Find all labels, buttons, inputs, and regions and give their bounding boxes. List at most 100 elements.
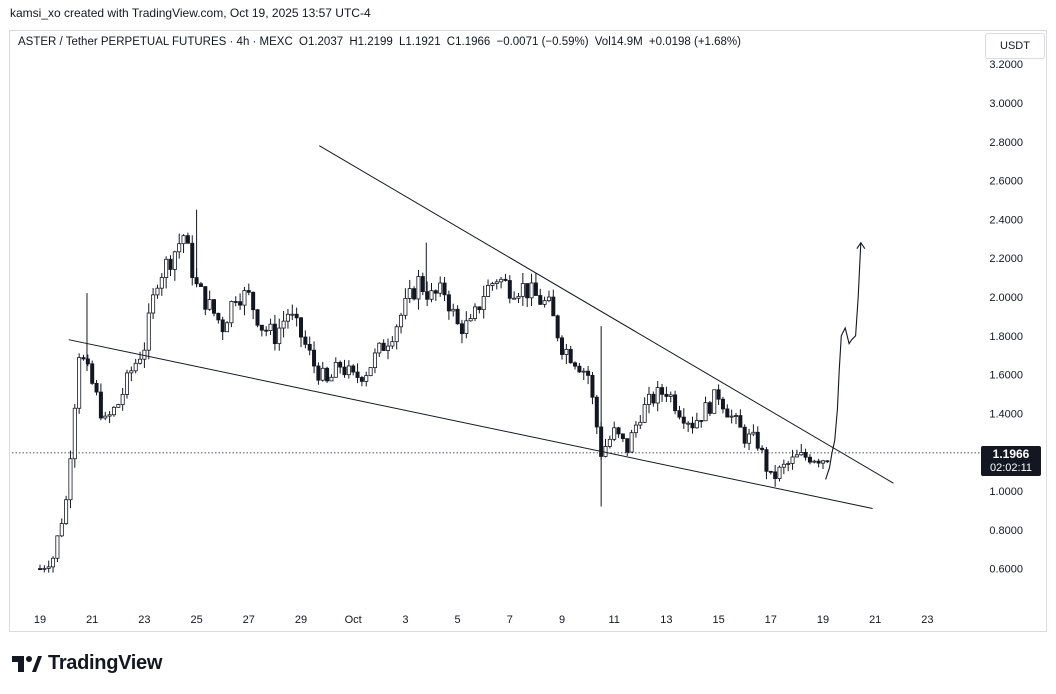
candle-up bbox=[486, 285, 491, 297]
candle-up bbox=[407, 288, 412, 299]
candle-down bbox=[594, 396, 599, 428]
x-tick-label: 23 bbox=[921, 614, 933, 626]
candle-up bbox=[438, 282, 443, 294]
projection-path bbox=[825, 242, 862, 480]
candle-down bbox=[525, 283, 530, 299]
y-tick-label: 0.8000 bbox=[989, 525, 1023, 537]
candle-up bbox=[494, 281, 499, 284]
candle-up bbox=[346, 365, 351, 376]
tradingview-logo[interactable]: TradingView bbox=[12, 652, 162, 675]
candle-down bbox=[660, 387, 665, 395]
candle-up bbox=[607, 438, 612, 447]
candle-down bbox=[673, 394, 678, 412]
candle-down bbox=[338, 361, 343, 368]
candle-up bbox=[364, 375, 369, 382]
x-tick-label: 17 bbox=[765, 614, 777, 626]
x-tick-label: 19 bbox=[817, 614, 829, 626]
candle-up bbox=[686, 422, 691, 425]
candle-down bbox=[359, 377, 364, 382]
candle-down bbox=[303, 336, 308, 345]
candle-down bbox=[255, 309, 260, 326]
candle-down bbox=[825, 460, 830, 463]
candle-down bbox=[577, 365, 582, 373]
candle-up bbox=[403, 297, 408, 316]
candle-down bbox=[773, 471, 778, 479]
symbol-title[interactable]: ASTER / Tether PERPETUAL FUTURES · 4h · … bbox=[18, 36, 293, 48]
candle-up bbox=[68, 458, 73, 501]
volume-change: +0.0198 (+1.68%) bbox=[648, 36, 741, 48]
candle-up bbox=[285, 313, 290, 322]
candle-up bbox=[481, 296, 486, 311]
candle-up bbox=[694, 420, 699, 429]
x-tick-label: 11 bbox=[608, 614, 619, 626]
candle-up bbox=[72, 407, 77, 460]
candle-down bbox=[720, 398, 725, 410]
candle-down bbox=[211, 299, 216, 314]
candle-up bbox=[416, 276, 421, 300]
candle-up bbox=[812, 460, 817, 463]
tradingview-logo-text: TradingView bbox=[48, 652, 163, 674]
x-tick-label: 5 bbox=[455, 614, 461, 626]
tradingview-logo-icon bbox=[12, 655, 42, 672]
candle-up bbox=[55, 535, 60, 559]
candle-down bbox=[459, 323, 464, 334]
candle-down bbox=[768, 470, 773, 473]
candle-down bbox=[738, 415, 743, 428]
candle-up bbox=[116, 404, 121, 408]
candle-down bbox=[185, 235, 190, 244]
trendline-lower bbox=[68, 339, 873, 509]
x-tick-label: 3 bbox=[402, 614, 408, 626]
candle-down bbox=[98, 391, 103, 419]
candle-up bbox=[177, 243, 182, 253]
candle-up bbox=[429, 290, 434, 300]
x-tick-label: 19 bbox=[34, 614, 46, 626]
candle-up bbox=[794, 454, 799, 458]
candle-down bbox=[625, 438, 630, 453]
candle-down bbox=[586, 370, 591, 376]
candle-down bbox=[90, 363, 95, 384]
candle-down bbox=[764, 449, 769, 472]
candle-up bbox=[520, 283, 525, 297]
candle-up bbox=[647, 393, 652, 405]
candle-up bbox=[181, 235, 186, 245]
y-tick-label: 3.0000 bbox=[989, 98, 1023, 110]
candle-down bbox=[755, 431, 760, 449]
candle-up bbox=[133, 362, 138, 372]
x-tick-label: 21 bbox=[86, 614, 98, 626]
candle-down bbox=[272, 323, 277, 345]
y-tick-label: 2.8000 bbox=[989, 137, 1023, 149]
candle-down bbox=[216, 312, 221, 321]
candle-up bbox=[668, 394, 673, 397]
candle-down bbox=[94, 382, 99, 393]
candle-down bbox=[412, 288, 417, 300]
candle-up bbox=[51, 557, 56, 568]
candle-down bbox=[725, 408, 730, 418]
candle-up bbox=[225, 322, 230, 333]
candle-down bbox=[264, 329, 269, 332]
candle-up bbox=[372, 352, 377, 369]
volume-value: Vol14.9M bbox=[594, 36, 643, 48]
candle-up bbox=[329, 376, 334, 382]
last-price-tag: 1.1966 02:02:11 bbox=[981, 446, 1041, 476]
y-tick-label: 2.4000 bbox=[989, 214, 1023, 226]
y-tick-label: 1.4000 bbox=[989, 408, 1023, 420]
ohlc-high: H1.2199 bbox=[349, 36, 393, 48]
candle-up bbox=[472, 306, 477, 319]
candle-up bbox=[229, 301, 234, 324]
candle-down bbox=[651, 393, 656, 404]
y-tick-label: 2.6000 bbox=[989, 176, 1023, 188]
candle-up bbox=[464, 320, 469, 334]
y-tick-label: 1.6000 bbox=[989, 370, 1023, 382]
candle-down bbox=[707, 402, 712, 414]
candle-up bbox=[207, 299, 212, 310]
currency-button[interactable]: USDT bbox=[985, 33, 1045, 59]
candle-down bbox=[742, 426, 747, 444]
candle-up bbox=[333, 361, 338, 378]
x-tick-label: 25 bbox=[190, 614, 202, 626]
candle-down bbox=[259, 324, 264, 331]
x-tick-label: 23 bbox=[138, 614, 150, 626]
candle-up bbox=[77, 357, 82, 409]
candle-up bbox=[751, 431, 756, 435]
candle-down bbox=[38, 568, 43, 570]
